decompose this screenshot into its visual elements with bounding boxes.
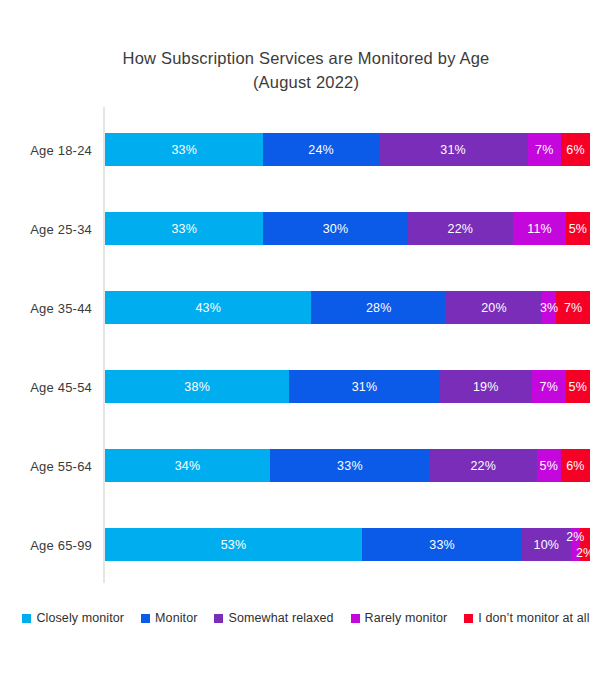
segment-value-label: 43% bbox=[195, 301, 221, 315]
segment-value-label: 7% bbox=[535, 143, 553, 157]
legend-item: Monitor bbox=[141, 611, 197, 625]
category-label: Age 25-34 bbox=[30, 221, 92, 236]
category-label: Age 18-24 bbox=[30, 142, 92, 157]
segment-value-label: 5% bbox=[540, 459, 558, 473]
bar-segment: 7% bbox=[556, 291, 590, 324]
legend-label: Rarely monitor bbox=[365, 611, 448, 625]
legend-swatch-icon bbox=[351, 614, 360, 623]
category-label: Age 65-99 bbox=[30, 537, 92, 552]
bar-segment: 31% bbox=[289, 370, 439, 403]
segment-value-label: 31% bbox=[440, 143, 466, 157]
legend-swatch-icon bbox=[22, 614, 31, 623]
segment-value-label: 33% bbox=[337, 459, 363, 473]
bar-segment: 28% bbox=[311, 291, 445, 324]
stacked-bar-chart: Age 18-2433%24%31%7%6%Age 25-3433%30%22%… bbox=[105, 133, 590, 607]
segment-value-label: 53% bbox=[221, 538, 247, 552]
bar-row: Age 65-9953%33%10%2%2% bbox=[105, 528, 590, 561]
bar-segment: 33% bbox=[270, 449, 430, 482]
legend-label: Monitor bbox=[155, 611, 197, 625]
segment-value-label: 22% bbox=[470, 459, 496, 473]
segment-value-label: 34% bbox=[175, 459, 201, 473]
segment-value-label: 33% bbox=[171, 143, 197, 157]
segment-value-label: 38% bbox=[184, 380, 210, 394]
bar-segment: 31% bbox=[379, 133, 528, 166]
legend-item: Somewhat relaxed bbox=[214, 611, 333, 625]
bar-segment: 38% bbox=[105, 370, 289, 403]
legend-swatch-icon bbox=[214, 614, 223, 623]
legend-item: Rarely monitor bbox=[351, 611, 448, 625]
segment-value-label: 2% bbox=[576, 546, 594, 560]
segment-value-label: 33% bbox=[429, 538, 455, 552]
segment-value-label: 3% bbox=[540, 301, 558, 315]
bar-segment: 34% bbox=[105, 449, 270, 482]
bar-segment: 24% bbox=[263, 133, 378, 166]
legend-label: Closely monitor bbox=[36, 611, 124, 625]
bar-segment: 5% bbox=[566, 212, 590, 245]
bar-row: Age 45-5438%31%19%7%5% bbox=[105, 370, 590, 403]
segment-value-label: 5% bbox=[569, 380, 587, 394]
category-label: Age 45-54 bbox=[30, 379, 92, 394]
segment-value-label: 20% bbox=[481, 301, 507, 315]
chart-title-line2: (August 2022) bbox=[0, 71, 612, 95]
legend-label: I don’t monitor at all bbox=[478, 611, 589, 625]
segment-value-label: 19% bbox=[473, 380, 499, 394]
category-label: Age 35-44 bbox=[30, 300, 92, 315]
segment-value-label: 6% bbox=[566, 459, 584, 473]
bar-segment: 7% bbox=[528, 133, 562, 166]
bar-segment: 11% bbox=[513, 212, 566, 245]
legend: Closely monitor Monitor Somewhat relaxed Ra… bbox=[0, 611, 612, 625]
bar-segment: 33% bbox=[105, 133, 263, 166]
legend-swatch-icon bbox=[141, 614, 150, 623]
y-axis-line bbox=[103, 107, 105, 583]
segment-value-label: 7% bbox=[540, 380, 558, 394]
segment-value-label: 2% bbox=[566, 530, 584, 544]
bar-segment: 30% bbox=[263, 212, 407, 245]
bar-segment: 5% bbox=[566, 370, 590, 403]
segment-value-label: 10% bbox=[534, 538, 560, 552]
legend-item: I don’t monitor at all bbox=[464, 611, 589, 625]
category-label: Age 55-64 bbox=[30, 458, 92, 473]
bar-segment: 3% bbox=[542, 291, 556, 324]
legend-label: Somewhat relaxed bbox=[228, 611, 333, 625]
bar-segment: 7% bbox=[532, 370, 566, 403]
bar-segment: 20% bbox=[446, 291, 542, 324]
bar-segment: 22% bbox=[408, 212, 514, 245]
segment-value-label: 28% bbox=[366, 301, 392, 315]
bar-segment: 33% bbox=[362, 528, 522, 561]
chart-title-line1: How Subscription Services are Monitored … bbox=[0, 47, 612, 71]
chart-title: How Subscription Services are Monitored … bbox=[0, 47, 612, 95]
segment-value-label: 31% bbox=[352, 380, 378, 394]
segment-value-label: 7% bbox=[564, 301, 582, 315]
bar-segment: 19% bbox=[440, 370, 532, 403]
segment-value-label: 11% bbox=[527, 222, 552, 236]
bar-segment: 33% bbox=[105, 212, 263, 245]
segment-value-label: 33% bbox=[171, 222, 197, 236]
bar-segment: 5% bbox=[537, 449, 561, 482]
bar-segment: 22% bbox=[430, 449, 537, 482]
segment-value-label: 6% bbox=[566, 143, 584, 157]
legend-item: Closely monitor bbox=[22, 611, 124, 625]
bar-row: Age 55-6434%33%22%5%6% bbox=[105, 449, 590, 482]
segment-value-label: 24% bbox=[308, 143, 334, 157]
segment-value-label: 5% bbox=[569, 222, 587, 236]
bar-segment: 6% bbox=[561, 133, 590, 166]
bar-row: Age 25-3433%30%22%11%5% bbox=[105, 212, 590, 245]
legend-swatch-icon bbox=[464, 614, 473, 623]
bar-segment: 43% bbox=[105, 291, 311, 324]
bar-rows-container: Age 18-2433%24%31%7%6%Age 25-3433%30%22%… bbox=[105, 133, 590, 561]
segment-value-label: 30% bbox=[323, 222, 349, 236]
bar-segment: 10% bbox=[522, 528, 571, 561]
bar-segment: 53% bbox=[105, 528, 362, 561]
bar-segment: 6% bbox=[561, 449, 590, 482]
bar-row: Age 35-4443%28%20%3%7% bbox=[105, 291, 590, 324]
segment-value-label: 22% bbox=[448, 222, 474, 236]
bar-row: Age 18-2433%24%31%7%6% bbox=[105, 133, 590, 166]
